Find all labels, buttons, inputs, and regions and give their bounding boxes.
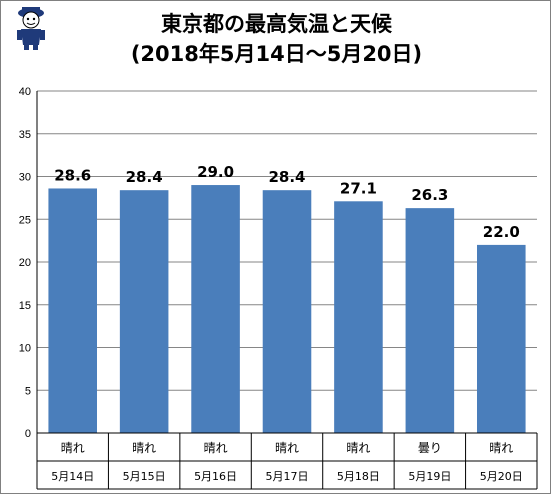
x-tick-label: 5月16日 (194, 470, 237, 483)
chart-title: 東京都の最高気温と天候 (2018年5月14日～5月20日) (1, 9, 551, 69)
bar (119, 190, 169, 433)
bar (48, 188, 97, 433)
weather-label: 晴れ (132, 441, 156, 455)
x-tick-label: 5月18日 (337, 470, 380, 483)
bar (477, 244, 526, 433)
bar-value-label: 28.4 (126, 168, 163, 186)
y-tick-label: 5 (25, 385, 31, 397)
bar (334, 201, 383, 433)
bar-value-label: 28.4 (268, 168, 305, 186)
y-tick-label: 10 (19, 343, 31, 355)
x-tick-label: 5月17日 (266, 470, 309, 483)
x-tick-label: 5月19日 (408, 470, 451, 483)
weather-label: 晴れ (275, 441, 299, 455)
weather-label: 曇り (418, 441, 442, 455)
x-tick-label: 5月20日 (480, 470, 523, 483)
weather-label: 晴れ (489, 441, 513, 455)
y-tick-label: 40 (19, 86, 31, 98)
bar-value-label: 22.0 (483, 223, 520, 241)
weather-label: 晴れ (204, 441, 228, 455)
x-tick-label: 5月15日 (123, 470, 166, 483)
y-tick-label: 20 (19, 257, 31, 269)
bar-value-label: 26.3 (411, 186, 448, 204)
weather-label: 晴れ (61, 441, 85, 455)
mascot-logo-icon (17, 7, 45, 50)
bar (405, 208, 455, 433)
bar-value-label: 29.0 (197, 163, 234, 181)
bar-value-label: 28.6 (54, 166, 91, 184)
bar (191, 185, 240, 433)
bar-value-label: 27.1 (340, 179, 377, 197)
y-tick-label: 0 (25, 428, 31, 440)
bar (262, 190, 312, 433)
weather-label: 晴れ (346, 441, 370, 455)
chart-title-line1: 東京都の最高気温と天候 (161, 12, 392, 36)
x-tick-label: 5月14日 (51, 470, 94, 483)
y-tick-label: 35 (19, 129, 31, 141)
y-tick-label: 15 (19, 300, 31, 312)
chart-title-line2: (2018年5月14日～5月20日) (130, 42, 423, 66)
y-tick-label: 30 (19, 172, 31, 184)
y-tick-label: 25 (19, 214, 31, 226)
